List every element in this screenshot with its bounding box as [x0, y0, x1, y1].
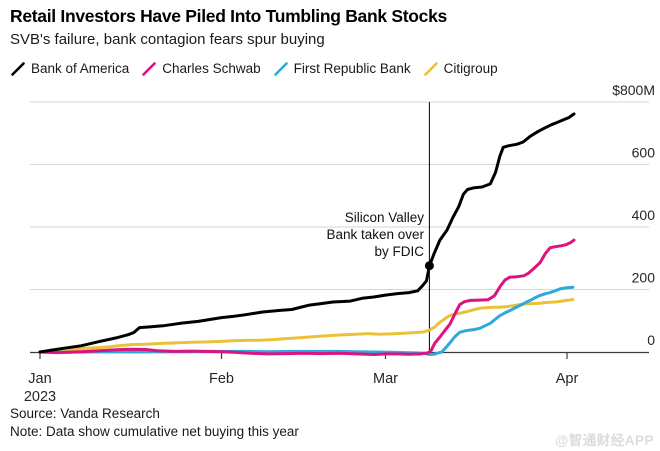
- event-annotation-line: Silicon Valley: [344, 210, 424, 225]
- x-tick-label: Feb: [209, 371, 234, 387]
- chart-legend: Bank of America Charles Schwab First Rep…: [11, 61, 498, 76]
- series-line-citigroup: [38, 298, 575, 354]
- legend-label: Citigroup: [443, 61, 498, 76]
- y-tick-label: $800M: [612, 82, 655, 98]
- y-tick-label: 200: [632, 270, 656, 286]
- chart-title: Retail Investors Have Piled Into Tumblin…: [10, 6, 447, 26]
- y-tick-label: 600: [632, 145, 656, 161]
- series-line-bank-of-america: [38, 112, 576, 354]
- legend-item-bank-of-america: Bank of America: [11, 61, 129, 76]
- event-annotation-line: Bank taken over: [326, 227, 424, 242]
- svb-event-marker: [424, 261, 434, 271]
- legend-item-citigroup: Citigroup: [423, 61, 498, 76]
- note-text: Note: Data show cumulative net buying th…: [10, 424, 299, 439]
- y-tick-label: 400: [632, 207, 656, 223]
- legend-label: Charles Schwab: [162, 61, 261, 76]
- legend-label: First Republic Bank: [293, 61, 411, 76]
- watermark: @智通财经APP: [555, 433, 654, 448]
- legend-swatch-icon: [142, 61, 157, 76]
- legend-swatch-icon: [273, 61, 288, 76]
- event-annotation-line: by FDIC: [374, 244, 424, 259]
- series-line-charles-schwab: [38, 238, 576, 356]
- legend-item-charles-schwab: Charles Schwab: [142, 61, 261, 76]
- x-tick-label: Mar: [373, 371, 398, 387]
- legend-label: Bank of America: [31, 61, 130, 76]
- x-tick-label: Jan: [28, 371, 51, 387]
- legend-swatch-icon: [11, 61, 25, 76]
- event-annotation: Silicon Valley Bank taken over by FDIC: [326, 209, 424, 260]
- x-tick-label: Apr: [556, 371, 579, 387]
- legend-swatch-icon: [423, 61, 438, 76]
- y-tick-label: 0: [647, 332, 655, 348]
- legend-item-first-republic-bank: First Republic Bank: [273, 61, 411, 76]
- chart-subtitle: SVB's failure, bank contagion fears spur…: [10, 31, 325, 48]
- source-text: Source: Vanda Research: [10, 406, 160, 421]
- x-tick-sublabel: 2023: [24, 389, 56, 405]
